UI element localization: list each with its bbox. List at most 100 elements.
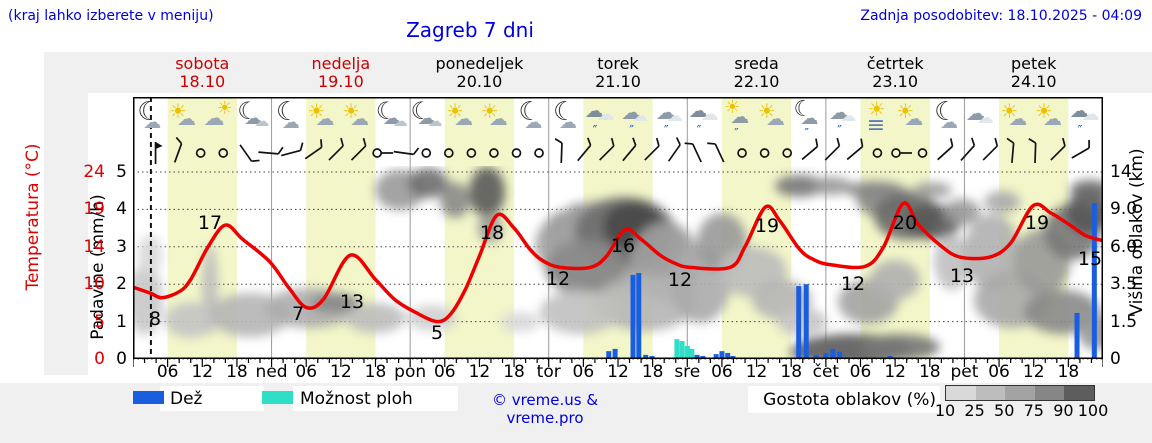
day-date: 19.10 <box>317 72 364 91</box>
rain-bar <box>813 354 819 359</box>
icon-glyph: ☁ <box>700 104 719 125</box>
shower-bar <box>679 341 685 359</box>
icon-glyph: ☁ <box>1008 108 1028 130</box>
calm-wind-icon <box>759 148 770 158</box>
cloud-rain-icon: ☁ ☁ ″ <box>618 99 652 139</box>
x-hour-label: 12 <box>884 362 906 382</box>
location-hint: (kraj lahko izberete v meniju) <box>8 8 214 24</box>
icon-glyph: ☀ <box>867 97 886 121</box>
x-day-label: pet <box>950 362 979 382</box>
density-tick-label: 25 <box>964 401 985 420</box>
height-ticks-value: 3.5 <box>1110 274 1138 295</box>
icon-glyph: ☁ <box>632 106 649 125</box>
sun-fog-icon: ☀ ≡ <box>861 99 895 139</box>
day-name: ponedeljek <box>435 54 524 73</box>
wind-barb-icon <box>824 137 841 161</box>
rain-bar <box>719 351 725 359</box>
day-date: 23.10 <box>872 72 919 91</box>
cloud-density-scale-bar <box>945 385 1095 401</box>
cloud-density-layer <box>133 167 1103 359</box>
wind-barb-icon <box>707 142 725 163</box>
density-scale-segment <box>1005 386 1035 400</box>
icon-glyph: ☁ <box>904 108 924 130</box>
rain-ticks-value: 2 <box>116 274 127 295</box>
icon-glyph: ☀ <box>342 99 361 123</box>
wind-barb-icon <box>667 137 681 162</box>
calm-wind-icon <box>195 148 206 158</box>
icon-glyph: ☁ <box>596 104 615 125</box>
calm-wind-icon <box>218 148 229 158</box>
icon-glyph: ☾ <box>518 97 542 127</box>
calm-wind-icon <box>782 148 793 158</box>
x-axis-ticks <box>133 359 1103 367</box>
icon-glyph: ☁ <box>765 108 785 130</box>
x-hour-label: 18 <box>226 362 248 382</box>
temp-value-label: 7 <box>292 303 304 325</box>
plot-frame <box>133 97 1103 359</box>
icon-glyph: ☁ <box>382 108 401 129</box>
temp-ticks-value: 10 <box>83 274 105 295</box>
wind-barb-icon <box>554 138 563 164</box>
day-name: nedelja <box>311 54 371 73</box>
wind-barb-icon <box>622 137 637 162</box>
day-name: sobota <box>175 54 230 73</box>
wind-flag-icon <box>154 142 163 164</box>
temp-value-label: 15 <box>1078 248 1102 270</box>
temp-ticks-value: 5 <box>94 311 105 332</box>
calm-wind-icon <box>917 148 928 158</box>
x-hour-label: 06 <box>849 362 872 382</box>
icon-glyph: ☁ <box>840 106 857 125</box>
x-hour-label: 18 <box>503 362 525 382</box>
x-hour-label: 18 <box>364 362 387 382</box>
wind-barb-icon <box>393 147 420 156</box>
icon-glyph: ☾ <box>137 97 161 127</box>
icon-glyph: ☁ <box>454 108 474 130</box>
moon-cloud-icon: ☾ ☁ <box>272 99 306 139</box>
rain-legend-label: Dež <box>170 389 203 409</box>
rain-bar <box>713 354 719 359</box>
temp-value-label: 12 <box>668 269 692 291</box>
day-header-band <box>88 52 1152 93</box>
sun-cloud-icon: ☀ ☁ <box>480 99 514 139</box>
rain-bar <box>803 284 809 359</box>
icon-glyph: ☁ <box>1043 108 1062 130</box>
density-tick-label: 75 <box>1023 401 1044 420</box>
wind-barb-icon <box>801 138 819 161</box>
temp-value-label: 19 <box>1025 212 1049 234</box>
icon-glyph: ″ <box>1077 124 1083 139</box>
icon-glyph: ☁ <box>965 101 986 125</box>
x-hour-label: 12 <box>330 362 352 382</box>
rain-bar <box>606 351 612 359</box>
copyright-link[interactable]: © vreme.us & vreme.pro <box>491 391 599 427</box>
icon-glyph: ☀ <box>1035 99 1053 123</box>
icon-glyph: ″ <box>804 126 809 140</box>
clouds-rain-icon: ☁ ☁ ″ <box>688 99 722 139</box>
x-day-label: čet <box>812 362 840 382</box>
rain-legend-box <box>160 386 264 411</box>
icon-glyph: ″ <box>663 124 669 139</box>
temp-value-label: 5 <box>431 322 443 344</box>
icon-glyph: ☀ <box>446 99 465 123</box>
icon-glyph: ☾ <box>793 97 814 122</box>
temp-ticks-value: 19 <box>83 199 105 220</box>
x-hour-label: 18 <box>641 362 664 382</box>
density-tick-label: 100 <box>1077 401 1109 420</box>
sun-cloud-icon: ☀ ☁ <box>1034 99 1068 139</box>
cloud-rain-icon: ☁ ☁ ″ <box>653 99 687 139</box>
icon-glyph: ☀ <box>216 98 233 119</box>
rain-ticks-value: 3 <box>116 236 127 257</box>
height-ticks-value: 14 <box>1110 162 1132 182</box>
wind-barb-icon <box>960 137 976 162</box>
shower-bars <box>674 339 695 359</box>
meteogram-plot: 8 17 7 13 5 18 12 16 12 19 12 20 13 19 15 <box>133 97 1103 367</box>
icon-glyph: ☁ <box>427 112 443 130</box>
day-date: 21.10 <box>595 72 641 91</box>
calm-wind-icon <box>443 148 454 158</box>
calm-wind-icon <box>372 148 382 158</box>
icon-glyph: ☁ <box>315 108 335 130</box>
icon-glyph: ☁ <box>940 112 959 133</box>
wind-barb-icon <box>173 136 183 163</box>
icon-glyph: ☁ <box>203 106 225 130</box>
x-hour-label: 06 <box>156 362 179 382</box>
temp-value-label: 20 <box>893 212 917 234</box>
